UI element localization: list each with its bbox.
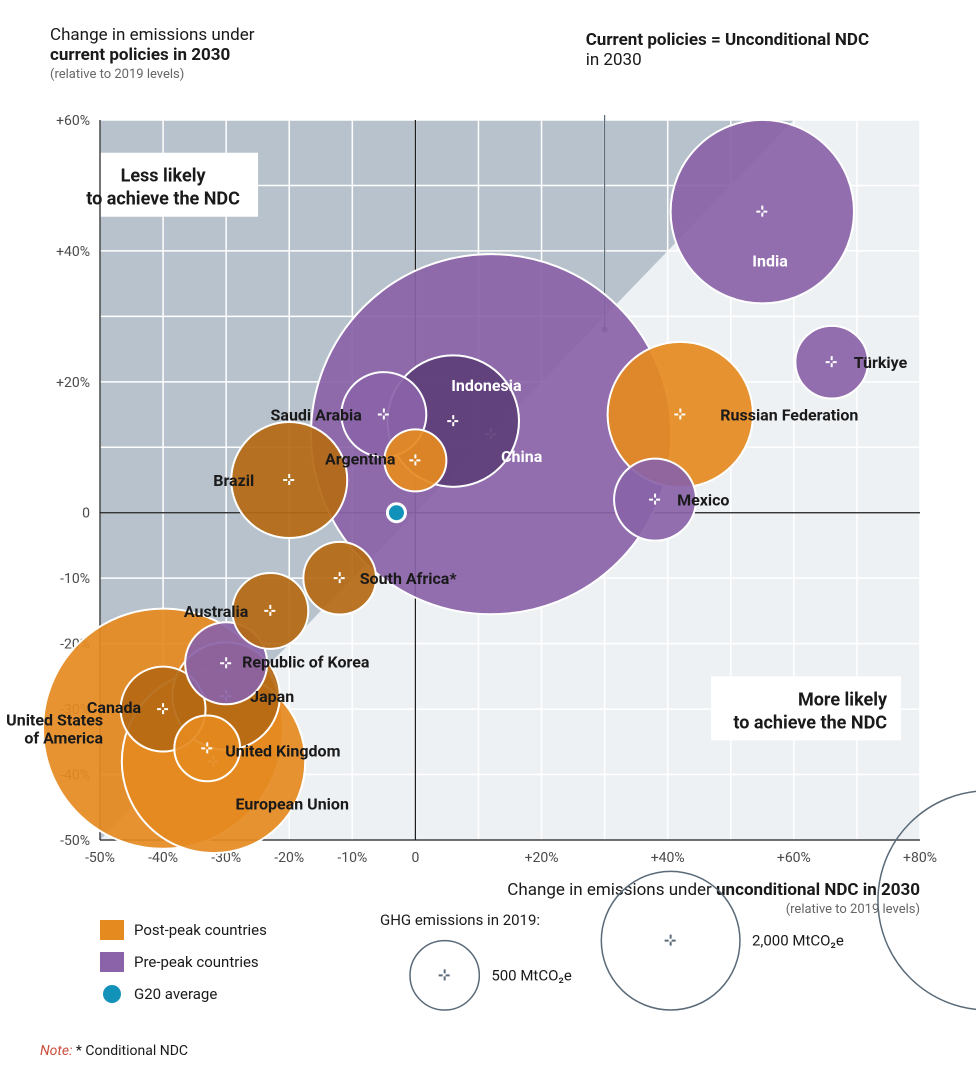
y-tick-label: 0 xyxy=(82,506,90,522)
bubble-circle xyxy=(671,120,854,303)
legend-label: Pre-peak countries xyxy=(134,953,259,971)
chart-root: Less likelyto achieve the NDCMore likely… xyxy=(0,0,976,1080)
annotation-line1: Less likely xyxy=(121,166,207,187)
legend-swatch xyxy=(100,952,124,972)
g20-dot xyxy=(387,504,405,522)
bubble-label: Republic of Korea xyxy=(242,652,370,671)
bubble-label: Indonesia xyxy=(451,376,522,395)
x-axis-sub: (relative to 2019 levels) xyxy=(786,902,920,917)
x-tick-label: -10% xyxy=(337,850,367,866)
x-tick-label: -50% xyxy=(85,850,115,866)
bubble-label: Mexico xyxy=(677,491,729,510)
y-tick-label: -50% xyxy=(60,833,90,849)
x-tick-label: +60% xyxy=(777,850,811,866)
size-legend-label: 500 MtCO₂e xyxy=(491,966,572,984)
size-legend-label: 2,000 MtCO₂e xyxy=(752,932,844,950)
bubble-label: India xyxy=(752,252,788,271)
legend-label: Post-peak countries xyxy=(134,921,267,939)
note: Note: * Conditional NDC xyxy=(40,1043,188,1059)
bubble-label: Brazil xyxy=(213,471,254,490)
bubble-label: China xyxy=(501,447,543,466)
bubble-label: Saudi Arabia xyxy=(271,406,363,425)
y-tick-label: -10% xyxy=(60,571,90,587)
bubble-label: Türkiye xyxy=(854,353,908,372)
x-tick-label: 0 xyxy=(411,850,419,866)
annotation-line2: to achieve the NDC xyxy=(86,189,240,210)
y-tick-label: +60% xyxy=(56,113,90,129)
bubble-label: Russian Federation xyxy=(720,406,858,425)
bubble-label: Japan xyxy=(250,687,294,706)
size-legend-title: GHG emissions in 2019: xyxy=(380,911,540,929)
x-tick-label: +80% xyxy=(903,850,937,866)
x-tick-label: +20% xyxy=(525,850,559,866)
legend-swatch xyxy=(100,920,124,940)
legend-swatch xyxy=(103,985,121,1003)
bubble-label: South Africa* xyxy=(360,569,458,588)
bubble-chart-svg: Less likelyto achieve the NDCMore likely… xyxy=(0,0,976,1080)
x-tick-label: -20% xyxy=(274,850,304,866)
bubble-label: European Union xyxy=(236,794,349,813)
bubble-india xyxy=(671,120,854,303)
x-tick-label: -40% xyxy=(148,850,178,866)
bubble-label: Canada xyxy=(87,698,142,717)
x-axis-title: Change in emissions under unconditional … xyxy=(507,880,920,900)
bubble-label: United Kingdom xyxy=(225,741,340,760)
y-tick-label: +40% xyxy=(56,244,90,260)
annotation-line2: to achieve the NDC xyxy=(733,712,887,733)
annotation-line1: More likely xyxy=(798,689,888,710)
legend-label: G20 average xyxy=(134,985,217,1003)
bubble-label: Australia xyxy=(184,602,249,621)
x-tick-label: +40% xyxy=(651,850,685,866)
bubble-label: Argentina xyxy=(325,449,396,468)
y-tick-label: +20% xyxy=(56,375,90,391)
